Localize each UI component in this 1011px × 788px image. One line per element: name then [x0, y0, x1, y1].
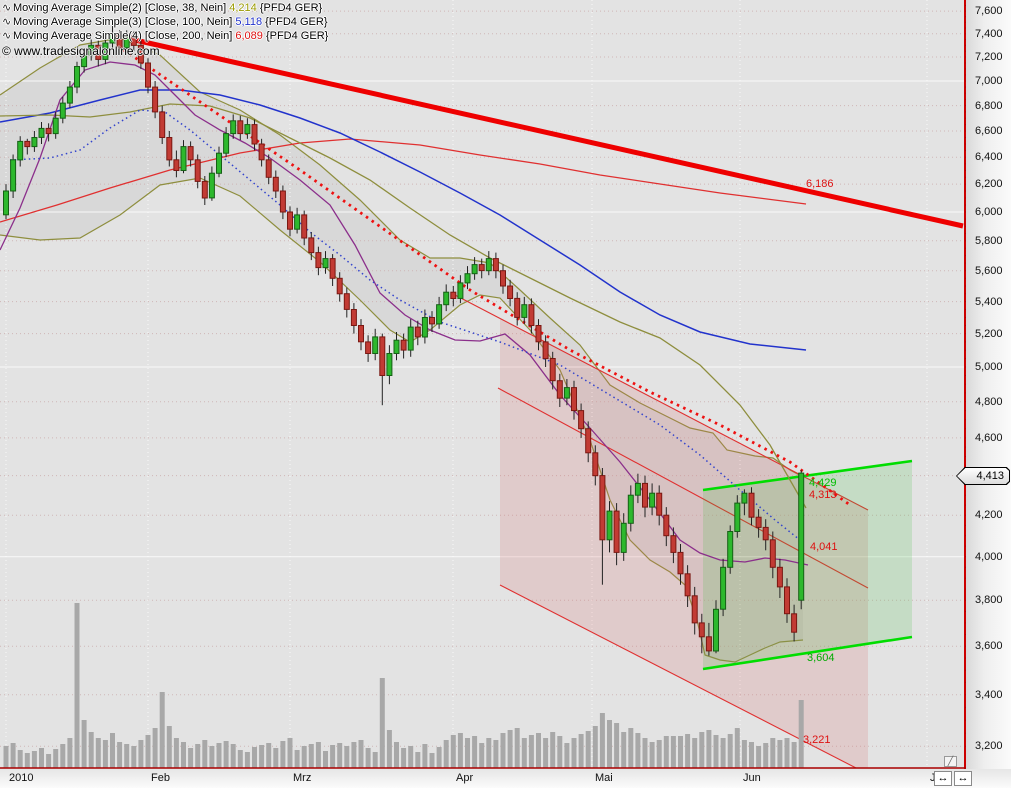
price-axis-label: 7,200 [975, 51, 1003, 63]
price-axis-label: 6,000 [975, 206, 1003, 218]
green-channel-line [702, 635, 913, 671]
price-axis-label: 4,600 [975, 432, 1003, 444]
h-resize-icon: ↔ [937, 772, 949, 784]
price-annotation: 4,429 [809, 477, 837, 489]
legend-symbol: {PFD4 GER} [262, 16, 328, 28]
legend-symbol: {PFD4 GER} [262, 30, 329, 42]
price-axis-label: 5,200 [975, 328, 1003, 340]
legend-symbol: {PFD4 GER} [256, 2, 323, 14]
price-axis-label: 4,000 [975, 551, 1003, 563]
last-price-value: 4,413 [976, 470, 1004, 482]
red-channel-line [497, 387, 869, 589]
curve-ma100 [0, 89, 807, 351]
month-label: Apr [456, 772, 474, 784]
price-annotation: 4,041 [810, 541, 838, 553]
legend-indicator-value: 6,089 [235, 30, 263, 42]
price-axis[interactable]: 7,600 7,400 7,200 7,000 6,800 6,600 6,400 6,200… [966, 0, 1011, 769]
price-axis-label: 4,800 [975, 396, 1003, 408]
month-label: Mrz [293, 772, 312, 784]
expand-x-button[interactable]: ↔ [954, 771, 972, 786]
price-axis-label: 5,600 [975, 265, 1003, 277]
candles [3, 24, 805, 656]
red-channel-line [499, 584, 859, 769]
curve-blue_dotted [9, 109, 801, 541]
legend-indicator-name: Moving Average Simple(4) [Close, 200, Ne… [13, 30, 236, 42]
price-axis-label: 7,000 [975, 75, 1003, 87]
price-axis-label: 3,200 [975, 740, 1003, 752]
volume-bars [3, 603, 804, 768]
last-price-tag: 4,413 [956, 467, 1010, 485]
price-annotation: 4,313 [809, 489, 837, 501]
curve-red_dotted_trend [117, 44, 851, 507]
price-axis-label: 7,400 [975, 28, 1003, 40]
price-axis-label: 6,400 [975, 151, 1003, 163]
month-label: Jun [743, 772, 761, 784]
compress-x-button[interactable]: ↔ [934, 771, 952, 786]
corner-resize-icon[interactable]: ╱ [944, 756, 957, 767]
price-axis-label: 3,400 [975, 689, 1003, 701]
legend-row[interactable]: ∿ Moving Average Simple(3) [Close, 100, N… [2, 15, 328, 29]
price-axis-label: 3,800 [975, 594, 1003, 606]
price-axis-label: 5,000 [975, 361, 1003, 373]
legend-row[interactable]: ∿ Moving Average Simple(2) [Close, 38, Ne… [2, 1, 328, 15]
month-label: Mai [595, 772, 613, 784]
curve-ma_fast_purple [0, 61, 809, 566]
indicator-curve-icon: ∿ [2, 30, 12, 42]
month-label: Feb [151, 772, 170, 784]
price-annotation: 6,186 [806, 178, 834, 190]
price-axis-label: 5,800 [975, 235, 1003, 247]
price-axis-label: 4,200 [975, 509, 1003, 521]
diagonal-resize-icon: ╱ [947, 756, 954, 766]
legend-indicator-value: 5,118 [235, 16, 263, 28]
indicator-curve-icon: ∿ [2, 2, 12, 14]
price-annotation: 3,604 [807, 652, 835, 664]
legend-indicator-name: Moving Average Simple(3) [Close, 100, Ne… [13, 16, 236, 28]
indicator-curve-icon: ∿ [2, 16, 12, 28]
thick-red-trendline [134, 37, 964, 229]
price-axis-label: 6,200 [975, 178, 1003, 190]
indicator-legend: ∿ Moving Average Simple(2) [Close, 38, Ne… [2, 1, 328, 43]
price-axis-label: 7,600 [975, 5, 1003, 17]
legend-indicator-name: Moving Average Simple(2) [Close, 38, Nei… [13, 2, 230, 14]
price-annotation: 3,221 [803, 734, 831, 746]
price-axis-label: 3,600 [975, 640, 1003, 652]
h-resize-icon: ↔ [957, 772, 969, 784]
month-label: 2010 [9, 772, 34, 784]
price-axis-label: 5,400 [975, 296, 1003, 308]
time-axis[interactable]: 2010FebMrzAprMaiJunJul [0, 769, 1011, 788]
price-axis-label: 6,800 [975, 100, 1003, 112]
legend-row[interactable]: ∿ Moving Average Simple(4) [Close, 200, N… [2, 29, 328, 43]
curve-ma38 [0, 103, 807, 509]
legend-indicator-value: 4,214 [229, 2, 257, 14]
watermark: © www.tradesignalonline.com [2, 44, 160, 58]
curve-ma200 [0, 138, 807, 223]
price-axis-label: 6,600 [975, 125, 1003, 137]
